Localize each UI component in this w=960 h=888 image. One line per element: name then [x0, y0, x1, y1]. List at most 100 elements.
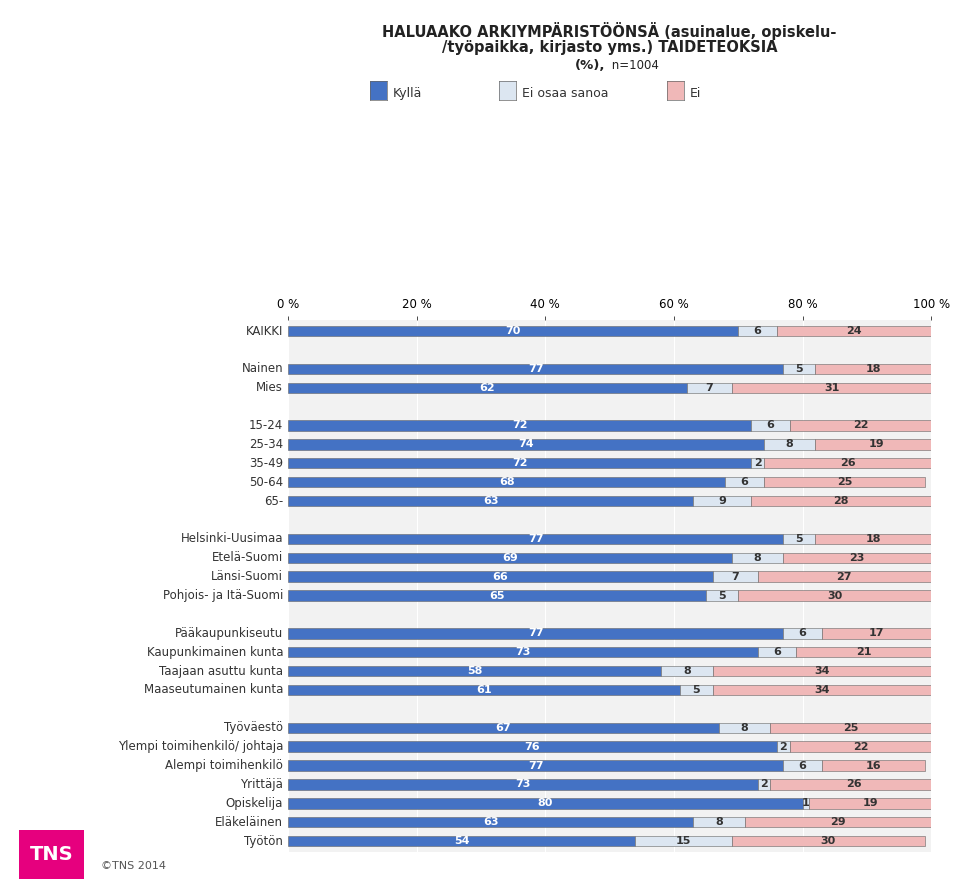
- Bar: [712, 685, 931, 695]
- Bar: [288, 496, 693, 506]
- Text: 63: 63: [483, 817, 498, 828]
- Bar: [783, 552, 931, 563]
- Text: 50-64: 50-64: [249, 476, 283, 488]
- Bar: [288, 383, 686, 392]
- Bar: [822, 628, 931, 638]
- Bar: [738, 326, 777, 337]
- Text: 15: 15: [676, 836, 691, 846]
- Text: Helsinki-Uusimaa: Helsinki-Uusimaa: [180, 532, 283, 545]
- Text: 6: 6: [799, 760, 806, 771]
- Bar: [815, 363, 931, 374]
- Text: 6: 6: [766, 421, 775, 431]
- Text: 23: 23: [850, 552, 865, 563]
- Text: 70: 70: [505, 326, 521, 336]
- Bar: [777, 741, 790, 752]
- Text: 6: 6: [741, 477, 749, 488]
- Text: 25: 25: [837, 477, 852, 488]
- Text: 34: 34: [814, 685, 829, 695]
- Text: (%),: (%),: [575, 59, 606, 73]
- Bar: [288, 817, 693, 828]
- Text: Etelä-Suomi: Etelä-Suomi: [212, 551, 283, 564]
- Text: 73: 73: [516, 647, 531, 657]
- Text: Yrittäjä: Yrittäjä: [240, 778, 283, 791]
- Text: 22: 22: [852, 741, 868, 751]
- Text: 29: 29: [830, 817, 846, 828]
- Text: 19: 19: [862, 798, 877, 808]
- Text: 19: 19: [869, 440, 884, 449]
- Bar: [288, 326, 738, 337]
- Text: Ei: Ei: [690, 87, 702, 99]
- Text: 62: 62: [480, 383, 495, 392]
- Bar: [686, 383, 732, 392]
- Text: 65: 65: [490, 591, 505, 600]
- Text: 34: 34: [814, 666, 829, 676]
- Bar: [757, 647, 796, 657]
- Bar: [288, 666, 661, 677]
- Text: 68: 68: [499, 477, 515, 488]
- Text: 77: 77: [528, 629, 543, 638]
- Bar: [288, 363, 783, 374]
- Bar: [288, 798, 803, 809]
- Bar: [783, 628, 822, 638]
- Text: 27: 27: [836, 572, 852, 582]
- Text: Mies: Mies: [256, 381, 283, 394]
- Text: 8: 8: [683, 666, 690, 676]
- Text: 2: 2: [780, 741, 787, 751]
- Bar: [745, 817, 931, 828]
- Text: 24: 24: [846, 326, 862, 336]
- Text: Taajaan asuttu kunta: Taajaan asuttu kunta: [159, 664, 283, 678]
- Bar: [288, 534, 783, 544]
- Text: 77: 77: [528, 534, 543, 543]
- Text: 65-: 65-: [264, 495, 283, 508]
- Bar: [288, 458, 751, 469]
- Bar: [288, 741, 777, 752]
- Bar: [815, 440, 938, 449]
- Text: 8: 8: [741, 723, 749, 733]
- Bar: [288, 685, 681, 695]
- Text: KAIKKI: KAIKKI: [246, 324, 283, 337]
- Text: 2: 2: [754, 458, 761, 468]
- Bar: [706, 591, 738, 600]
- Text: 18: 18: [866, 364, 881, 374]
- Text: 30: 30: [828, 591, 842, 600]
- Text: 35-49: 35-49: [249, 456, 283, 470]
- Text: 8: 8: [715, 817, 723, 828]
- Text: 7: 7: [706, 383, 713, 392]
- Text: Pohjois- ja Itä-Suomi: Pohjois- ja Itä-Suomi: [163, 589, 283, 602]
- Bar: [783, 760, 822, 771]
- Bar: [790, 420, 931, 431]
- Text: 80: 80: [538, 798, 553, 808]
- Bar: [681, 685, 712, 695]
- Text: Nainen: Nainen: [242, 362, 283, 376]
- Text: Ei osaa sanoa: Ei osaa sanoa: [522, 87, 609, 99]
- Bar: [693, 817, 745, 828]
- Text: 26: 26: [840, 458, 855, 468]
- Bar: [732, 552, 783, 563]
- Bar: [751, 458, 764, 469]
- Bar: [712, 572, 757, 582]
- Text: 74: 74: [518, 440, 534, 449]
- Bar: [288, 836, 636, 846]
- Text: 8: 8: [786, 440, 794, 449]
- Text: Maaseutumainen kunta: Maaseutumainen kunta: [144, 684, 283, 696]
- Text: 31: 31: [824, 383, 839, 392]
- Text: 2: 2: [760, 780, 768, 789]
- Bar: [764, 458, 931, 469]
- Bar: [288, 723, 719, 733]
- Text: Eläkeläinen: Eläkeläinen: [215, 816, 283, 829]
- Text: Kaupunkimainen kunta: Kaupunkimainen kunta: [147, 646, 283, 659]
- Bar: [661, 666, 712, 677]
- Text: 5: 5: [718, 591, 726, 600]
- Bar: [757, 780, 770, 789]
- Bar: [712, 666, 931, 677]
- Bar: [288, 760, 783, 771]
- Bar: [636, 836, 732, 846]
- Text: 76: 76: [524, 741, 540, 751]
- Bar: [738, 591, 931, 600]
- Bar: [757, 572, 931, 582]
- Bar: [288, 552, 732, 563]
- Text: 5: 5: [796, 364, 804, 374]
- Bar: [815, 534, 931, 544]
- Bar: [719, 723, 770, 733]
- Bar: [288, 440, 764, 449]
